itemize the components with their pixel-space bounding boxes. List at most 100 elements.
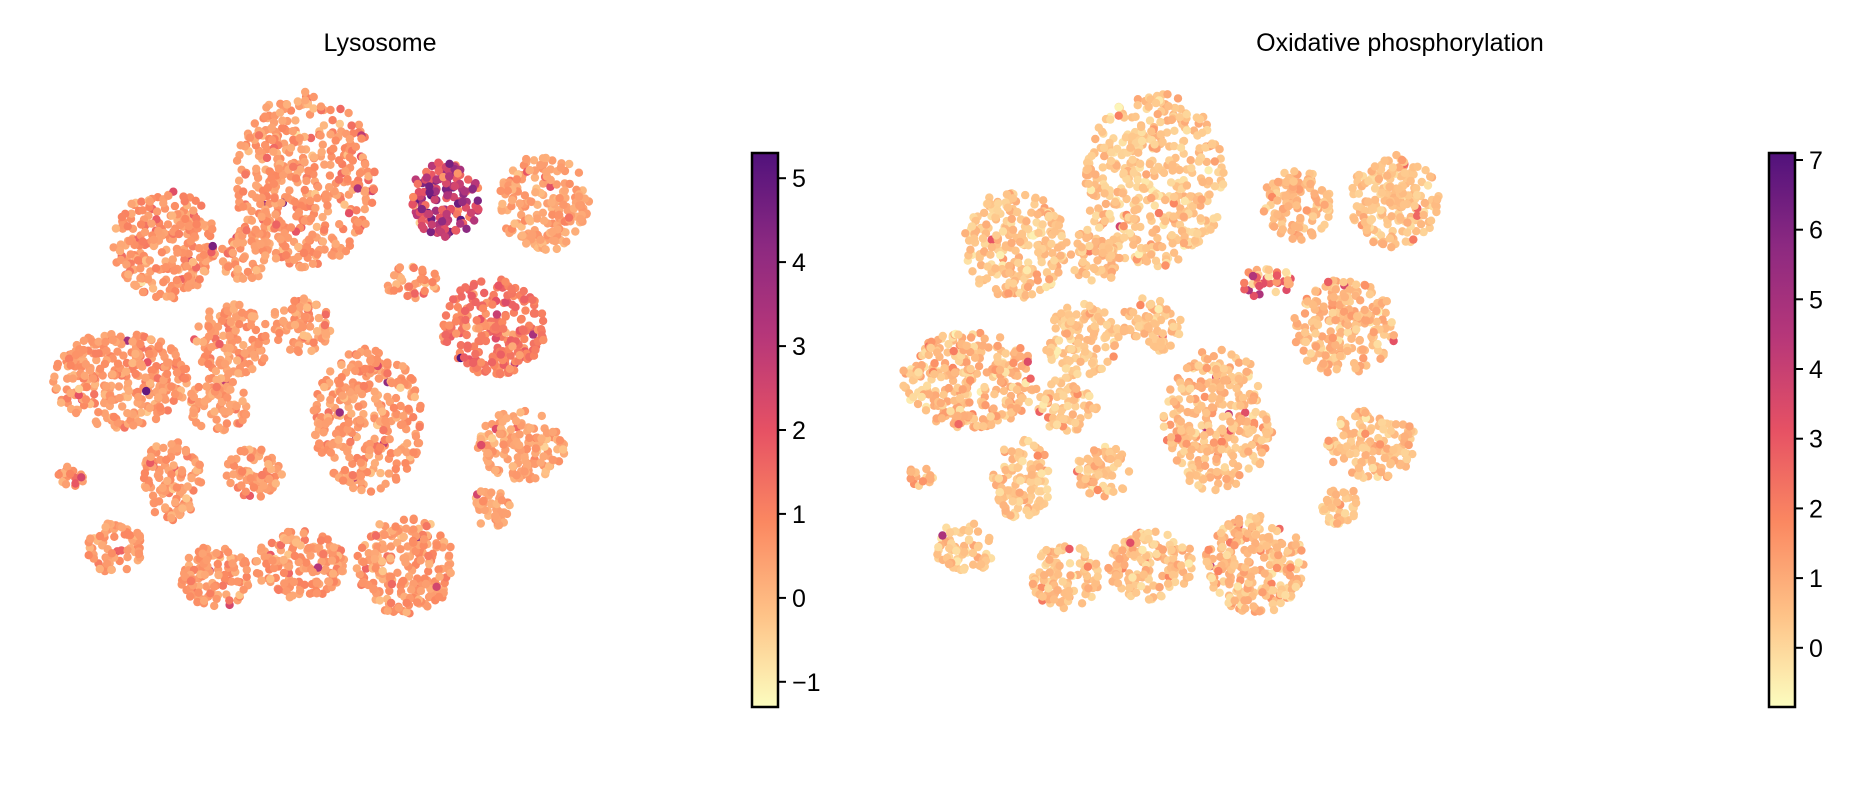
scatter-point: [286, 223, 296, 232]
scatter-point: [1050, 315, 1059, 324]
scatter-point: [184, 553, 194, 563]
scatter-point: [71, 408, 81, 418]
scatter-point: [207, 343, 216, 352]
scatter-point: [452, 329, 461, 338]
scatter-point: [513, 453, 522, 462]
scatter-point: [172, 276, 182, 285]
scatter-point: [1129, 308, 1138, 317]
scatter-point: [1339, 278, 1348, 287]
scatter-point: [1042, 268, 1052, 277]
scatter-point: [437, 217, 447, 226]
scatter-point: [154, 341, 163, 350]
scatter-point: [294, 557, 303, 567]
scatter-point: [1311, 329, 1320, 338]
scatter-point: [1364, 177, 1373, 186]
scatter-point: [450, 182, 460, 191]
scatter-point: [1198, 177, 1207, 187]
scatter-point: [285, 593, 294, 602]
scatter-point: [312, 222, 322, 232]
scatter-point: [1169, 212, 1178, 221]
scatter-point: [1084, 179, 1093, 188]
scatter-point: [138, 287, 148, 297]
scatter-point: [1410, 201, 1419, 210]
scatter-point: [416, 401, 425, 411]
scatter-point: [451, 317, 461, 326]
scatter-point: [1105, 209, 1114, 219]
scatter-point: [522, 154, 531, 164]
scatter-point: [425, 188, 434, 197]
scatter-point: [1141, 177, 1150, 186]
scatter-point: [1310, 189, 1319, 198]
scatter-point: [496, 186, 505, 196]
scatter-point: [214, 423, 223, 432]
scatter-point: [1412, 227, 1421, 236]
scatter-point: [232, 312, 241, 322]
scatter-point: [205, 307, 214, 316]
scatter-point: [1004, 289, 1013, 298]
scatter-point: [229, 461, 239, 470]
scatter-point: [240, 557, 250, 566]
scatter-point: [1100, 308, 1109, 317]
scatter-point: [290, 551, 299, 561]
scatter-point: [265, 167, 274, 176]
scatter-point: [1129, 168, 1139, 177]
scatter-point: [335, 379, 344, 388]
scatter-point: [345, 237, 354, 246]
scatter-point: [187, 389, 196, 398]
scatter-point: [404, 282, 414, 291]
scatter-point: [1320, 200, 1329, 209]
scatter-point: [300, 157, 309, 167]
scatter-point: [1072, 384, 1081, 393]
colorbar-tick-label: 3: [792, 333, 806, 361]
scatter-point: [415, 422, 424, 432]
scatter-point: [81, 395, 91, 404]
scatter-point: [1186, 192, 1195, 201]
scatter-point: [1155, 296, 1165, 306]
scatter-point: [214, 570, 223, 580]
scatter-point: [1292, 201, 1301, 210]
scatter-point: [140, 468, 150, 478]
scatter-point: [257, 576, 266, 585]
scatter-point: [309, 338, 318, 347]
scatter-point: [1022, 266, 1032, 275]
scatter-point: [223, 548, 233, 557]
scatter-point: [267, 135, 277, 145]
scatter-point: [325, 171, 335, 180]
scatter-point: [1302, 356, 1312, 365]
scatter-point: [1138, 183, 1148, 192]
scatter-point: [460, 306, 470, 316]
scatter-point: [163, 476, 172, 486]
scatter-point: [228, 378, 237, 387]
scatter-point: [924, 350, 933, 360]
scatter-point: [248, 273, 257, 283]
scatter-point: [365, 446, 375, 455]
scatter-point: [1366, 216, 1375, 225]
scatter-point: [1130, 222, 1140, 231]
scatter-point: [369, 185, 379, 194]
scatter-point: [402, 598, 411, 608]
scatter-point: [1027, 208, 1036, 217]
scatter-point: [384, 469, 394, 478]
scatter-point: [354, 402, 363, 411]
scatter-point: [1128, 132, 1137, 141]
scatter-point: [510, 219, 519, 228]
scatter-point: [299, 331, 308, 340]
scatter-point: [206, 589, 215, 598]
scatter-point: [299, 529, 308, 538]
scatter-point: [124, 270, 133, 279]
scatter-point: [1193, 229, 1202, 238]
scatter-point: [1120, 233, 1129, 242]
scatter-point: [1182, 181, 1192, 190]
scatter-point: [147, 219, 156, 228]
scatter-point: [1409, 235, 1418, 244]
scatter-point: [347, 409, 356, 418]
scatter-point: [326, 367, 335, 376]
scatter-point: [225, 343, 234, 353]
scatter-point: [278, 123, 287, 133]
scatter-point: [1343, 328, 1353, 337]
scatter-point: [505, 364, 514, 373]
scatter-point: [378, 566, 387, 576]
scatter-point: [1302, 206, 1311, 215]
scatter-point: [107, 565, 116, 575]
scatter-point: [1008, 194, 1018, 203]
